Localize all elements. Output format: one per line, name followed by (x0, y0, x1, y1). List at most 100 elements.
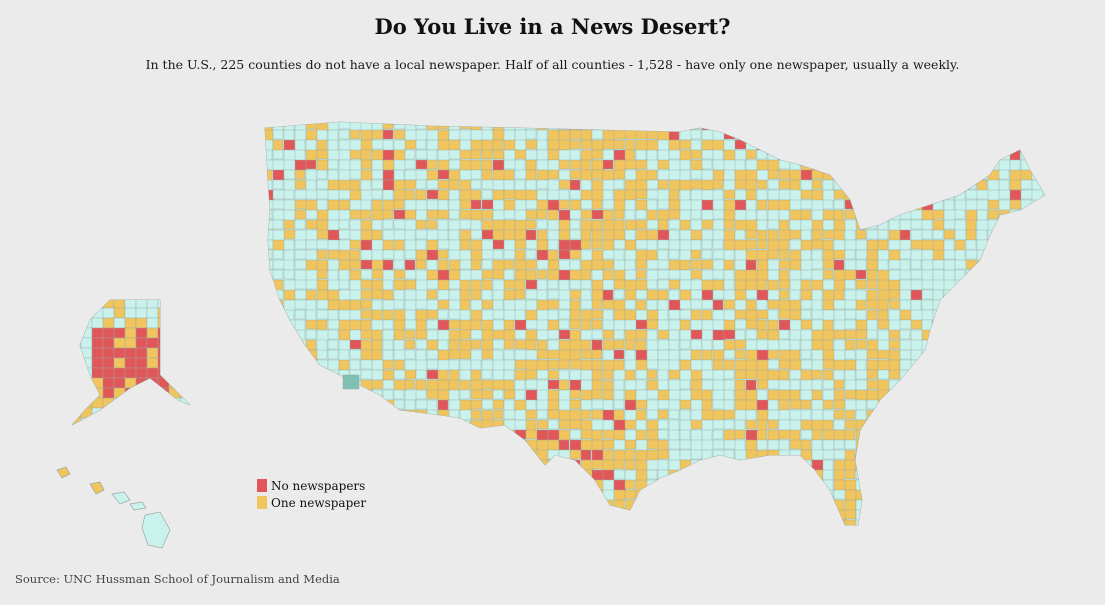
conus-county (745, 379, 757, 392)
conus-county (800, 379, 813, 392)
conus-county (371, 439, 383, 451)
conus-county (327, 399, 341, 412)
conus-county (558, 519, 571, 525)
conus-county (536, 329, 550, 341)
conus-county (789, 329, 802, 341)
conus-county (767, 199, 781, 212)
conus-county (349, 329, 362, 342)
conus-county (426, 519, 440, 525)
conus-county (833, 479, 846, 491)
conus-county (899, 429, 911, 442)
conus-county (668, 319, 682, 331)
conus-county (800, 399, 812, 410)
conus-county (1009, 129, 1022, 141)
conus-county (503, 499, 517, 512)
conus-county (844, 269, 857, 281)
conus-county (844, 509, 857, 520)
conus-county (745, 269, 758, 282)
conus-county (580, 379, 594, 392)
conus-county (657, 489, 669, 500)
conus-county (690, 239, 702, 252)
conus-county (888, 159, 900, 170)
conus-county (1020, 489, 1033, 500)
conus-county (976, 519, 990, 525)
conus-county (800, 359, 813, 370)
conus-county (265, 389, 273, 402)
conus-county (932, 339, 945, 351)
conus-county (822, 279, 836, 291)
conus-county (921, 389, 933, 401)
conus-county (712, 319, 726, 332)
conus-county (371, 229, 383, 241)
conus-county (426, 429, 438, 441)
alaska-borough (157, 377, 170, 389)
conus-county (679, 309, 693, 320)
conus-county (987, 439, 1000, 452)
conus-county (811, 289, 823, 302)
conus-county (613, 139, 625, 150)
conus-county (822, 309, 835, 322)
conus-county (778, 299, 791, 312)
conus-county (976, 459, 990, 471)
conus-county (404, 309, 416, 321)
conus-county (646, 339, 659, 352)
conus-county (580, 239, 592, 250)
conus-county (954, 519, 966, 525)
alaska-borough (80, 377, 93, 389)
conus-county (547, 459, 559, 471)
conus-county (492, 309, 505, 320)
conus-county (668, 339, 680, 351)
alaska-borough (179, 377, 190, 389)
conus-county (921, 299, 934, 311)
conus-county (338, 439, 350, 451)
conus-county (265, 519, 275, 525)
conus-county (723, 219, 735, 230)
conus-county (756, 509, 768, 522)
alaska-borough (191, 358, 202, 368)
conus-county (283, 299, 297, 312)
conus-county (910, 169, 924, 182)
conus-county (382, 459, 394, 472)
conus-county (822, 299, 835, 311)
conus-county (349, 399, 362, 411)
conus-county (899, 419, 912, 431)
conus-county (536, 469, 550, 482)
conus-county (283, 519, 295, 525)
conus-county (800, 169, 813, 181)
conus-county (734, 159, 746, 172)
conus-county (415, 409, 428, 420)
conus-county (602, 289, 614, 302)
conus-county (349, 359, 361, 371)
conus-county (1031, 379, 1044, 392)
conus-county (305, 239, 319, 250)
conus-county (547, 239, 559, 251)
conus-county (987, 149, 1001, 162)
conus-county (778, 399, 790, 411)
conus-county (327, 169, 339, 182)
conus-county (569, 449, 582, 460)
alaska-borough (168, 337, 181, 349)
conus-county (844, 439, 858, 450)
conus-county (800, 479, 812, 491)
conus-county (921, 509, 933, 522)
conus-county (690, 469, 703, 481)
conus-county (602, 219, 616, 232)
conus-county (580, 269, 592, 281)
conus-county (899, 319, 913, 330)
conus-county (690, 229, 703, 241)
conus-county (932, 309, 945, 321)
conus-county (294, 189, 308, 200)
conus-county (844, 479, 858, 491)
conus-county (327, 379, 341, 390)
conus-county (855, 259, 867, 272)
conus-county (954, 122, 966, 130)
conus-county (888, 409, 901, 421)
conus-county (866, 419, 878, 430)
conus-county (448, 279, 462, 290)
conus-county (547, 389, 560, 402)
conus-county (910, 459, 924, 470)
conus-county (800, 509, 813, 521)
conus-county (393, 469, 405, 481)
conus-county (877, 159, 890, 170)
conus-county (305, 259, 319, 272)
